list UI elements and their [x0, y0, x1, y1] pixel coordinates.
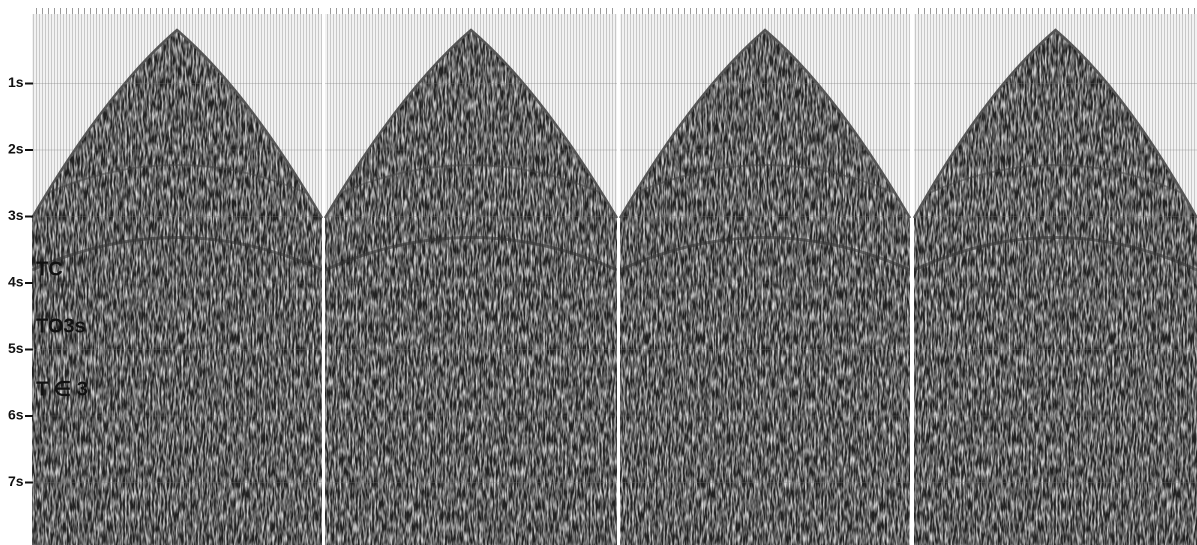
time-label: 7s [8, 473, 24, 489]
ruler [32, 8, 322, 14]
annotation: TO3s [36, 315, 86, 337]
seismic-view: 1s 2s 3s 4s 5s 6s 7s TC TO3s T ∈ 3 [0, 0, 1197, 545]
time-label: 4s [8, 274, 24, 290]
gather-panel [32, 8, 322, 545]
time-label: 5s [8, 340, 24, 356]
time-label: 1s [8, 74, 24, 90]
gather-panel [325, 8, 617, 545]
annotation: T ∈ 3 [36, 378, 88, 400]
page: 1s2s3s4s5s6s7sTCTO3sT ∈ 3 (() => { const… [0, 0, 1197, 545]
ruler [620, 8, 910, 14]
annotation: TC [36, 258, 63, 280]
time-label: 2s [8, 141, 24, 157]
panels [32, 8, 1197, 545]
ruler [914, 8, 1197, 14]
time-label: 6s [8, 407, 24, 423]
time-label: 3s [8, 207, 24, 223]
ruler [325, 8, 617, 14]
gather-panel [620, 8, 910, 545]
gather-panel [914, 8, 1197, 545]
